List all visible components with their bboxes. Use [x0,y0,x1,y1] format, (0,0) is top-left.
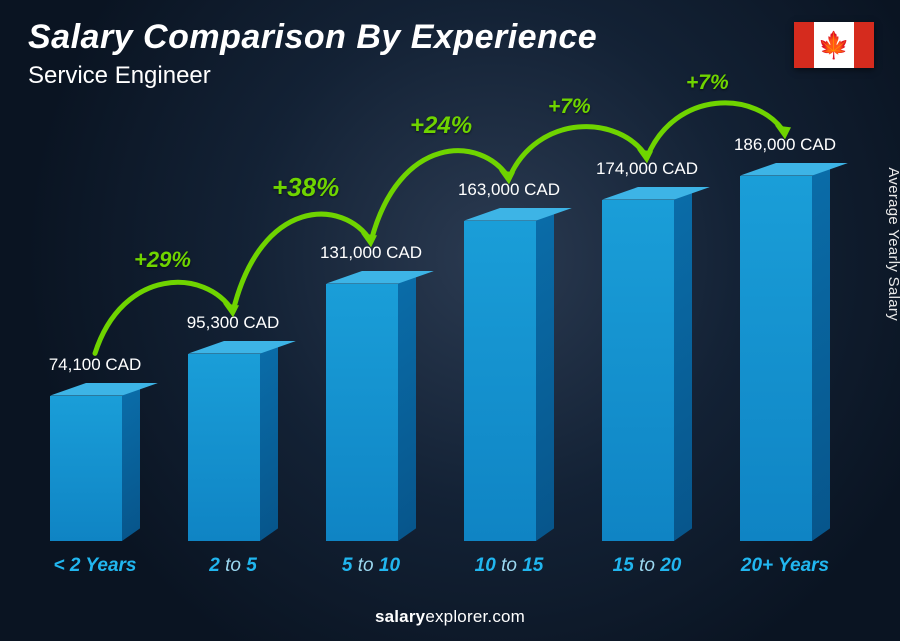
bar-value-label: 95,300 CAD [187,313,280,333]
bar-side-face [812,163,830,541]
chart-column: 163,000 CAD 10 to 15 [444,81,574,581]
chart-column: 186,000 CAD 20+ Years [720,81,850,581]
bar-3d [326,271,416,541]
flag-band-left [794,22,814,68]
bar-side-face [674,187,692,541]
bar-x-label: 2 to 5 [168,555,298,577]
bar-x-label: 5 to 10 [306,555,436,577]
growth-label: +7% [686,71,729,95]
bar-top-face [326,271,434,284]
bar-front-face [740,176,812,541]
bar-value-label: 163,000 CAD [458,180,560,200]
bar-front-face [188,354,260,541]
flag-band-right [854,22,874,68]
footer-brand-bold: salary [375,607,425,626]
growth-label: +38% [272,172,339,203]
country-flag-canada: 🍁 [794,22,874,68]
bar-front-face [50,396,122,541]
maple-leaf-icon: 🍁 [818,32,850,58]
bar-3d [464,208,554,541]
bar-front-face [464,221,536,541]
growth-label: +24% [410,112,472,140]
bar-value-label: 74,100 CAD [49,355,142,375]
growth-label: +29% [134,247,191,273]
bar-3d [602,187,692,541]
chart-column: 174,000 CAD 15 to 20 [582,81,712,581]
bar-side-face [260,341,278,541]
footer-brand-rest: explorer.com [425,607,525,626]
bar-value-label: 186,000 CAD [734,135,836,155]
bar-top-face [50,383,158,396]
stage: Salary Comparison By Experience Service … [0,0,900,641]
chart-column: 131,000 CAD 5 to 10 [306,81,436,581]
bar-value-label: 131,000 CAD [320,243,422,263]
bar-top-face [188,341,296,354]
bar-3d [740,163,830,541]
y-axis-label: Average Yearly Salary [886,167,900,321]
bar-side-face [536,208,554,541]
salary-bar-chart: 74,100 CAD < 2 Years 95,300 CAD 2 to 5 +29% 1… [30,81,860,581]
bar-front-face [326,284,398,541]
bar-top-face [464,208,572,221]
growth-label: +7% [548,95,591,119]
bar-side-face [398,271,416,541]
bar-value-label: 174,000 CAD [596,159,698,179]
bar-x-label: 10 to 15 [444,555,574,577]
bar-3d [50,383,140,541]
bar-3d [188,341,278,541]
chart-column: 74,100 CAD < 2 Years [30,81,160,581]
bar-top-face [602,187,710,200]
chart-column: 95,300 CAD 2 to 5 [168,81,298,581]
bar-top-face [740,163,848,176]
bar-x-label: 15 to 20 [582,555,712,577]
bar-front-face [602,200,674,541]
footer-brand: salaryexplorer.com [0,607,900,627]
bar-x-label: 20+ Years [720,555,850,577]
chart-title: Salary Comparison By Experience [28,18,597,57]
bar-side-face [122,383,140,541]
bar-x-label: < 2 Years [30,555,160,577]
